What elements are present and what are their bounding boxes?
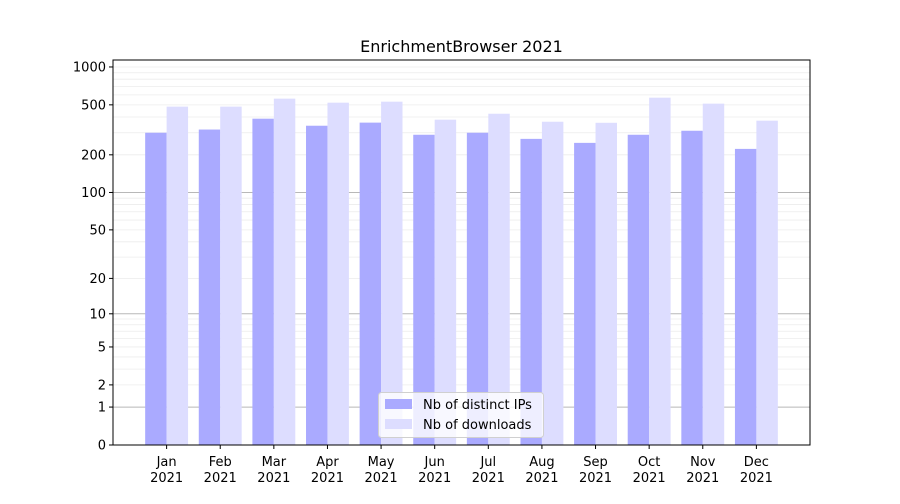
x-tick-label: Jan 2021 bbox=[150, 455, 183, 486]
legend-swatch bbox=[385, 399, 412, 409]
y-tick-label: 200 bbox=[81, 148, 106, 163]
bar-downloads bbox=[273, 98, 296, 446]
bar-distinct-ips bbox=[520, 138, 542, 445]
bar-distinct-ips bbox=[413, 134, 435, 445]
bar-distinct-ips bbox=[466, 132, 489, 445]
plot-frame bbox=[112, 59, 811, 446]
y-tick-label: 1000 bbox=[73, 60, 106, 75]
legend-box bbox=[378, 392, 544, 438]
x-tick-label: May 2021 bbox=[365, 455, 398, 486]
bar-downloads bbox=[434, 119, 457, 446]
bar-downloads bbox=[649, 97, 671, 446]
bar-distinct-ips bbox=[681, 130, 703, 445]
y-tick-label: 20 bbox=[89, 272, 106, 287]
x-tick-label: Feb 2021 bbox=[204, 455, 237, 486]
bar-distinct-ips bbox=[252, 118, 274, 445]
bar-distinct-ips bbox=[734, 148, 757, 445]
bar-downloads bbox=[166, 106, 189, 445]
y-tick-label: 500 bbox=[81, 98, 106, 113]
x-tick-label: Jul 2021 bbox=[472, 455, 505, 486]
bar-distinct-ips bbox=[359, 122, 382, 446]
x-tick-label: Sep 2021 bbox=[579, 455, 612, 486]
y-tick-label: 50 bbox=[89, 223, 106, 238]
y-tick-label: 10 bbox=[89, 307, 106, 322]
bar-downloads bbox=[220, 106, 242, 445]
bar-distinct-ips bbox=[145, 132, 167, 445]
x-tick-label: Oct 2021 bbox=[633, 455, 666, 486]
bar-downloads bbox=[756, 120, 778, 445]
y-tick-label: 0 bbox=[98, 439, 106, 454]
bar-distinct-ips bbox=[627, 134, 650, 445]
chart-title: EnrichmentBrowser 2021 bbox=[360, 37, 563, 56]
y-tick-label: 100 bbox=[81, 186, 106, 201]
legend-label: Nb of distinct IPs bbox=[423, 398, 532, 413]
bar-downloads bbox=[702, 103, 725, 445]
y-tick-label: 5 bbox=[98, 340, 106, 355]
bar-downloads bbox=[488, 113, 510, 445]
x-tick-label: Nov 2021 bbox=[686, 455, 719, 486]
x-tick-label: Aug 2021 bbox=[525, 455, 558, 486]
bar-distinct-ips bbox=[306, 125, 328, 445]
y-tick-label: 2 bbox=[98, 378, 106, 393]
bar-downloads bbox=[541, 121, 564, 445]
bar-downloads bbox=[327, 102, 349, 445]
bar-distinct-ips bbox=[198, 129, 221, 446]
x-tick-label: Dec 2021 bbox=[740, 455, 773, 486]
bar-downloads bbox=[381, 101, 403, 445]
x-tick-label: Jun 2021 bbox=[418, 455, 451, 486]
bar-downloads bbox=[595, 122, 617, 446]
bar-distinct-ips bbox=[574, 142, 596, 445]
legend: Nb of distinct IPs Nb of downloads bbox=[378, 392, 544, 438]
legend-label: Nb of downloads bbox=[423, 418, 532, 433]
y-tick-label: 1 bbox=[98, 401, 106, 416]
legend-swatch bbox=[385, 419, 412, 429]
x-tick-label: Mar 2021 bbox=[257, 455, 290, 486]
x-tick-label: Apr 2021 bbox=[311, 455, 344, 486]
